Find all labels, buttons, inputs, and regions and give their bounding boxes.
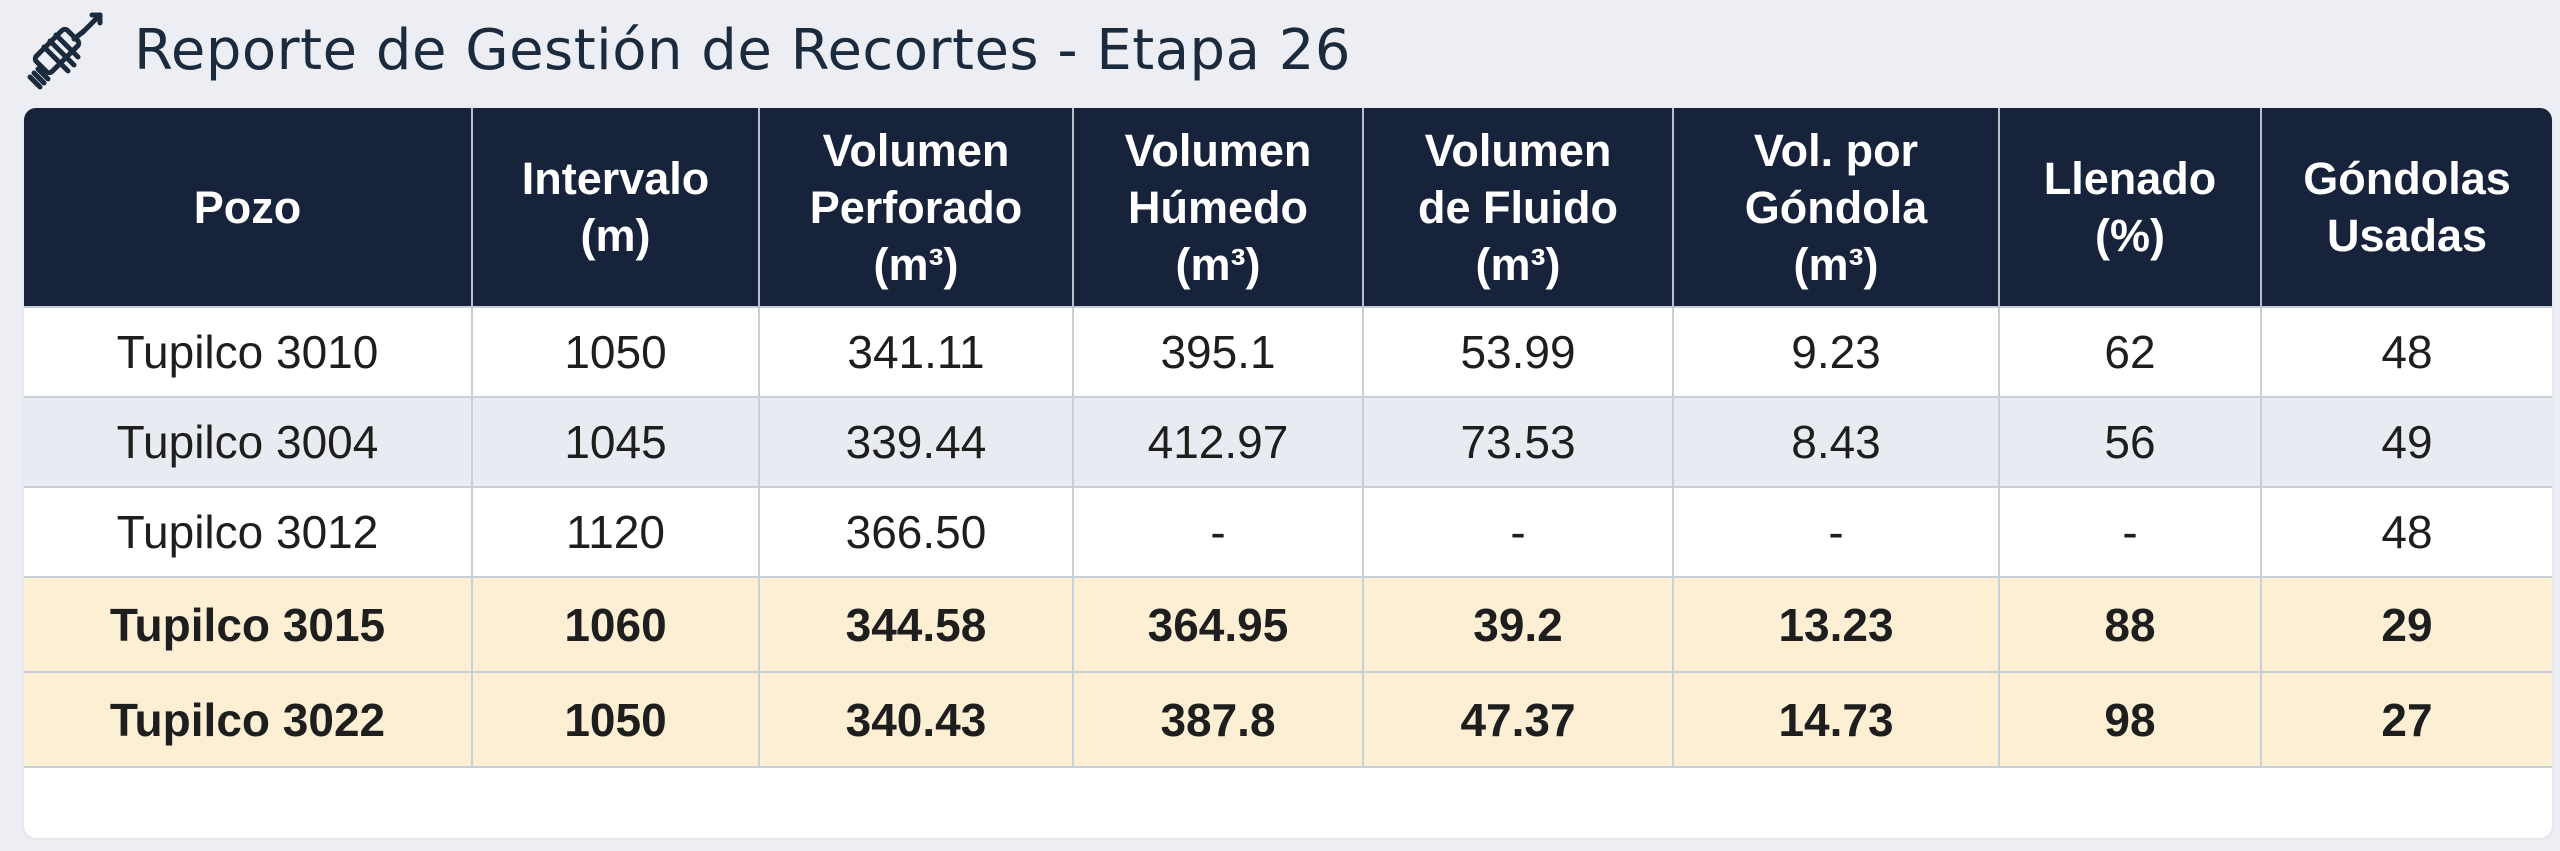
- cell-volumen-fluido: 53.99: [1363, 306, 1674, 397]
- cell-intervalo: 1120: [472, 486, 760, 577]
- report-table-card: Pozo Intervalo (m) Volumen Perforado (m³…: [24, 108, 2552, 838]
- column-header-line: Usadas: [2326, 210, 2488, 261]
- column-header-line: Húmedo: [1128, 181, 1308, 233]
- column-header-line: Volumen: [1124, 124, 1312, 176]
- cell-volumen-humedo: 364.95: [1073, 576, 1364, 672]
- cell-vol-por-gondola: -: [1673, 486, 2000, 577]
- cell-vol-por-gondola: 13.23: [1673, 576, 2000, 672]
- cell-vol-por-gondola: 8.43: [1673, 396, 2000, 487]
- column-header-line: Llenado: [2043, 153, 2217, 204]
- cell-pozo: Tupilco 3012: [24, 486, 473, 577]
- drill-icon: [22, 7, 108, 93]
- table-header-row: Pozo Intervalo (m) Volumen Perforado (m³…: [24, 108, 2552, 307]
- column-header-line: Volumen: [1424, 124, 1612, 176]
- cell-llenado: 98: [1999, 671, 2262, 768]
- column-header-line: (m³): [1175, 238, 1261, 290]
- cell-llenado: 62: [1999, 306, 2262, 397]
- column-header-line: Perforado: [809, 181, 1023, 233]
- column-header-vol-por-gondola: Vol. por Góndola (m³): [1673, 108, 2000, 307]
- cell-gondolas-usadas: 49: [2261, 396, 2552, 487]
- cell-vol-por-gondola: 14.73: [1673, 671, 2000, 768]
- table-row: Tupilco 3012 1120 366.50 - - - - 48: [24, 486, 2552, 577]
- table-row: Tupilco 3010 1050 341.11 395.1 53.99 9.2…: [24, 306, 2552, 397]
- column-header-line: (m³): [1475, 238, 1561, 290]
- cell-llenado: -: [1999, 486, 2262, 577]
- cell-volumen-humedo: 395.1: [1073, 306, 1364, 397]
- cell-pozo: Tupilco 3015: [24, 576, 473, 672]
- column-header-gondolas-usadas: Góndolas Usadas: [2261, 108, 2552, 307]
- cell-volumen-fluido: -: [1363, 486, 1674, 577]
- cell-gondolas-usadas: 27: [2261, 671, 2552, 768]
- table-row-highlighted: Tupilco 3015 1060 344.58 364.95 39.2 13.…: [24, 576, 2552, 672]
- column-header-line: de Fluido: [1418, 181, 1618, 233]
- cell-volumen-humedo: 412.97: [1073, 396, 1364, 487]
- column-header-line: Vol. por: [1753, 124, 1919, 176]
- cell-volumen-perforado: 341.11: [759, 306, 1074, 397]
- column-header-intervalo: Intervalo (m): [472, 108, 760, 307]
- cell-intervalo: 1045: [472, 396, 760, 487]
- cell-volumen-humedo: 387.8: [1073, 671, 1364, 768]
- cell-gondolas-usadas: 29: [2261, 576, 2552, 672]
- title-bar: Reporte de Gestión de Recortes - Etapa 2…: [22, 0, 1351, 100]
- column-header-line: (%): [2095, 210, 2165, 261]
- table-row-highlighted: Tupilco 3022 1050 340.43 387.8 47.37 14.…: [24, 671, 2552, 768]
- column-header-volumen-humedo: Volumen Húmedo (m³): [1073, 108, 1364, 307]
- cell-pozo: Tupilco 3004: [24, 396, 473, 487]
- cell-vol-por-gondola: 9.23: [1673, 306, 2000, 397]
- column-header-volumen-fluido: Volumen de Fluido (m³): [1363, 108, 1674, 307]
- cell-volumen-fluido: 73.53: [1363, 396, 1674, 487]
- cell-volumen-perforado: 366.50: [759, 486, 1074, 577]
- column-header-line: Intervalo: [521, 153, 710, 204]
- cell-pozo: Tupilco 3010: [24, 306, 473, 397]
- table-row: Tupilco 3004 1045 339.44 412.97 73.53 8.…: [24, 396, 2552, 487]
- column-header-llenado: Llenado (%): [1999, 108, 2262, 307]
- cell-volumen-perforado: 344.58: [759, 576, 1074, 672]
- cell-llenado: 88: [1999, 576, 2262, 672]
- cell-gondolas-usadas: 48: [2261, 306, 2552, 397]
- report-table: Pozo Intervalo (m) Volumen Perforado (m³…: [24, 108, 2552, 768]
- cell-intervalo: 1050: [472, 671, 760, 768]
- cell-gondolas-usadas: 48: [2261, 486, 2552, 577]
- cell-volumen-humedo: -: [1073, 486, 1364, 577]
- cell-volumen-fluido: 39.2: [1363, 576, 1674, 672]
- column-header-pozo: Pozo: [24, 108, 473, 307]
- column-header-line: (m): [580, 210, 651, 261]
- cell-volumen-perforado: 340.43: [759, 671, 1074, 768]
- column-header-volumen-perforado: Volumen Perforado (m³): [759, 108, 1074, 307]
- cell-pozo: Tupilco 3022: [24, 671, 473, 768]
- cell-volumen-fluido: 47.37: [1363, 671, 1674, 768]
- cell-volumen-perforado: 339.44: [759, 396, 1074, 487]
- cell-intervalo: 1050: [472, 306, 760, 397]
- page-title: Reporte de Gestión de Recortes - Etapa 2…: [134, 17, 1351, 83]
- column-header-line: Góndolas: [2303, 153, 2511, 204]
- column-header-line: Góndola: [1744, 181, 1928, 233]
- column-header-line: Volumen: [822, 124, 1010, 176]
- column-header-line: (m³): [1793, 238, 1879, 290]
- cell-intervalo: 1060: [472, 576, 760, 672]
- column-header-line: (m³): [873, 238, 959, 290]
- column-header-line: Pozo: [193, 181, 302, 233]
- cell-llenado: 56: [1999, 396, 2262, 487]
